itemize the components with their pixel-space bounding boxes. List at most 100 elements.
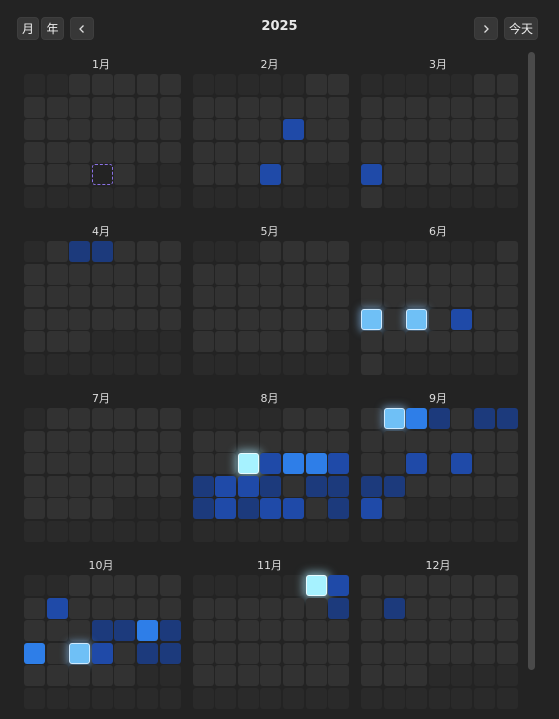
day-cell xyxy=(69,74,91,95)
day-cell xyxy=(328,665,350,687)
empty-cell xyxy=(406,688,428,709)
empty-cell xyxy=(24,354,45,375)
day-cell xyxy=(406,620,428,642)
empty-cell xyxy=(305,187,327,208)
day-cell xyxy=(328,620,350,642)
scrollbar[interactable] xyxy=(528,52,535,670)
day-cell xyxy=(260,665,282,687)
empty-cell xyxy=(215,74,237,95)
day-cell xyxy=(137,408,158,429)
empty-cell xyxy=(237,688,259,709)
day-cell xyxy=(69,453,91,475)
activity-cell xyxy=(383,408,405,429)
day-cell xyxy=(474,96,495,118)
day-cell xyxy=(406,119,428,141)
day-cell xyxy=(474,475,495,497)
activity-cell xyxy=(24,642,45,664)
day-cell xyxy=(215,96,237,118)
day-cell xyxy=(91,119,113,141)
empty-cell xyxy=(282,187,304,208)
empty-cell xyxy=(328,354,350,375)
empty-cell xyxy=(24,688,45,709)
day-cell xyxy=(24,498,45,520)
activity-cell xyxy=(328,575,350,596)
day-cell xyxy=(192,453,214,475)
day-cell xyxy=(496,308,518,330)
empty-cell xyxy=(406,187,428,208)
empty-cell xyxy=(91,688,113,709)
day-cell xyxy=(428,308,450,330)
empty-cell xyxy=(215,521,237,542)
day-cell xyxy=(237,141,259,163)
day-cell xyxy=(383,453,405,475)
day-cell xyxy=(192,263,214,285)
empty-cell xyxy=(215,575,237,596)
day-cell xyxy=(328,642,350,664)
empty-cell xyxy=(114,354,136,375)
day-cell xyxy=(159,475,181,497)
empty-cell xyxy=(428,241,450,262)
day-cell xyxy=(451,430,473,452)
activity-cell xyxy=(215,498,237,520)
empty-cell xyxy=(451,688,473,709)
day-cell xyxy=(383,96,405,118)
day-cell xyxy=(451,164,473,186)
prev-button[interactable] xyxy=(70,17,94,40)
day-cell xyxy=(428,620,450,642)
empty-cell xyxy=(260,688,282,709)
day-cell xyxy=(159,408,181,429)
empty-cell xyxy=(215,688,237,709)
empty-cell xyxy=(282,688,304,709)
empty-cell xyxy=(69,688,91,709)
day-cell xyxy=(215,620,237,642)
day-cell xyxy=(406,597,428,619)
day-cell xyxy=(260,141,282,163)
day-cell xyxy=(428,575,450,596)
month-view-button[interactable]: 月 xyxy=(17,17,39,40)
empty-cell xyxy=(260,521,282,542)
activity-cell xyxy=(260,475,282,497)
day-cell xyxy=(215,263,237,285)
empty-cell xyxy=(406,74,428,95)
day-cell xyxy=(137,263,158,285)
empty-cell xyxy=(361,688,382,709)
day-cell xyxy=(383,575,405,596)
empty-cell xyxy=(137,354,158,375)
empty-cell xyxy=(192,354,214,375)
day-cell xyxy=(474,597,495,619)
day-cell xyxy=(46,498,68,520)
day-cell xyxy=(282,263,304,285)
day-cell xyxy=(428,286,450,308)
empty-cell xyxy=(282,521,304,542)
day-cell xyxy=(24,308,45,330)
day-cell xyxy=(282,96,304,118)
day-cell xyxy=(305,96,327,118)
day-cell xyxy=(496,96,518,118)
month-label: 9月 xyxy=(429,392,447,405)
activity-cell xyxy=(451,308,473,330)
day-cell xyxy=(215,665,237,687)
day-cell xyxy=(237,263,259,285)
day-cell xyxy=(361,141,382,163)
day-cell xyxy=(383,308,405,330)
day-cell xyxy=(496,453,518,475)
day-cell xyxy=(383,119,405,141)
empty-cell xyxy=(91,187,113,208)
empty-cell xyxy=(192,187,214,208)
day-cell xyxy=(91,475,113,497)
today-button[interactable]: 今天 xyxy=(504,17,538,40)
day-cell xyxy=(305,241,327,262)
day-cell xyxy=(474,453,495,475)
empty-cell xyxy=(474,498,495,520)
day-cell xyxy=(260,620,282,642)
next-button[interactable] xyxy=(474,17,498,40)
empty-cell xyxy=(260,575,282,596)
empty-cell xyxy=(496,498,518,520)
year-view-button[interactable]: 年 xyxy=(41,17,64,40)
empty-cell xyxy=(383,688,405,709)
day-cell xyxy=(406,575,428,596)
day-cell xyxy=(383,263,405,285)
day-cell xyxy=(24,453,45,475)
day-cell xyxy=(24,286,45,308)
empty-cell xyxy=(137,665,158,687)
